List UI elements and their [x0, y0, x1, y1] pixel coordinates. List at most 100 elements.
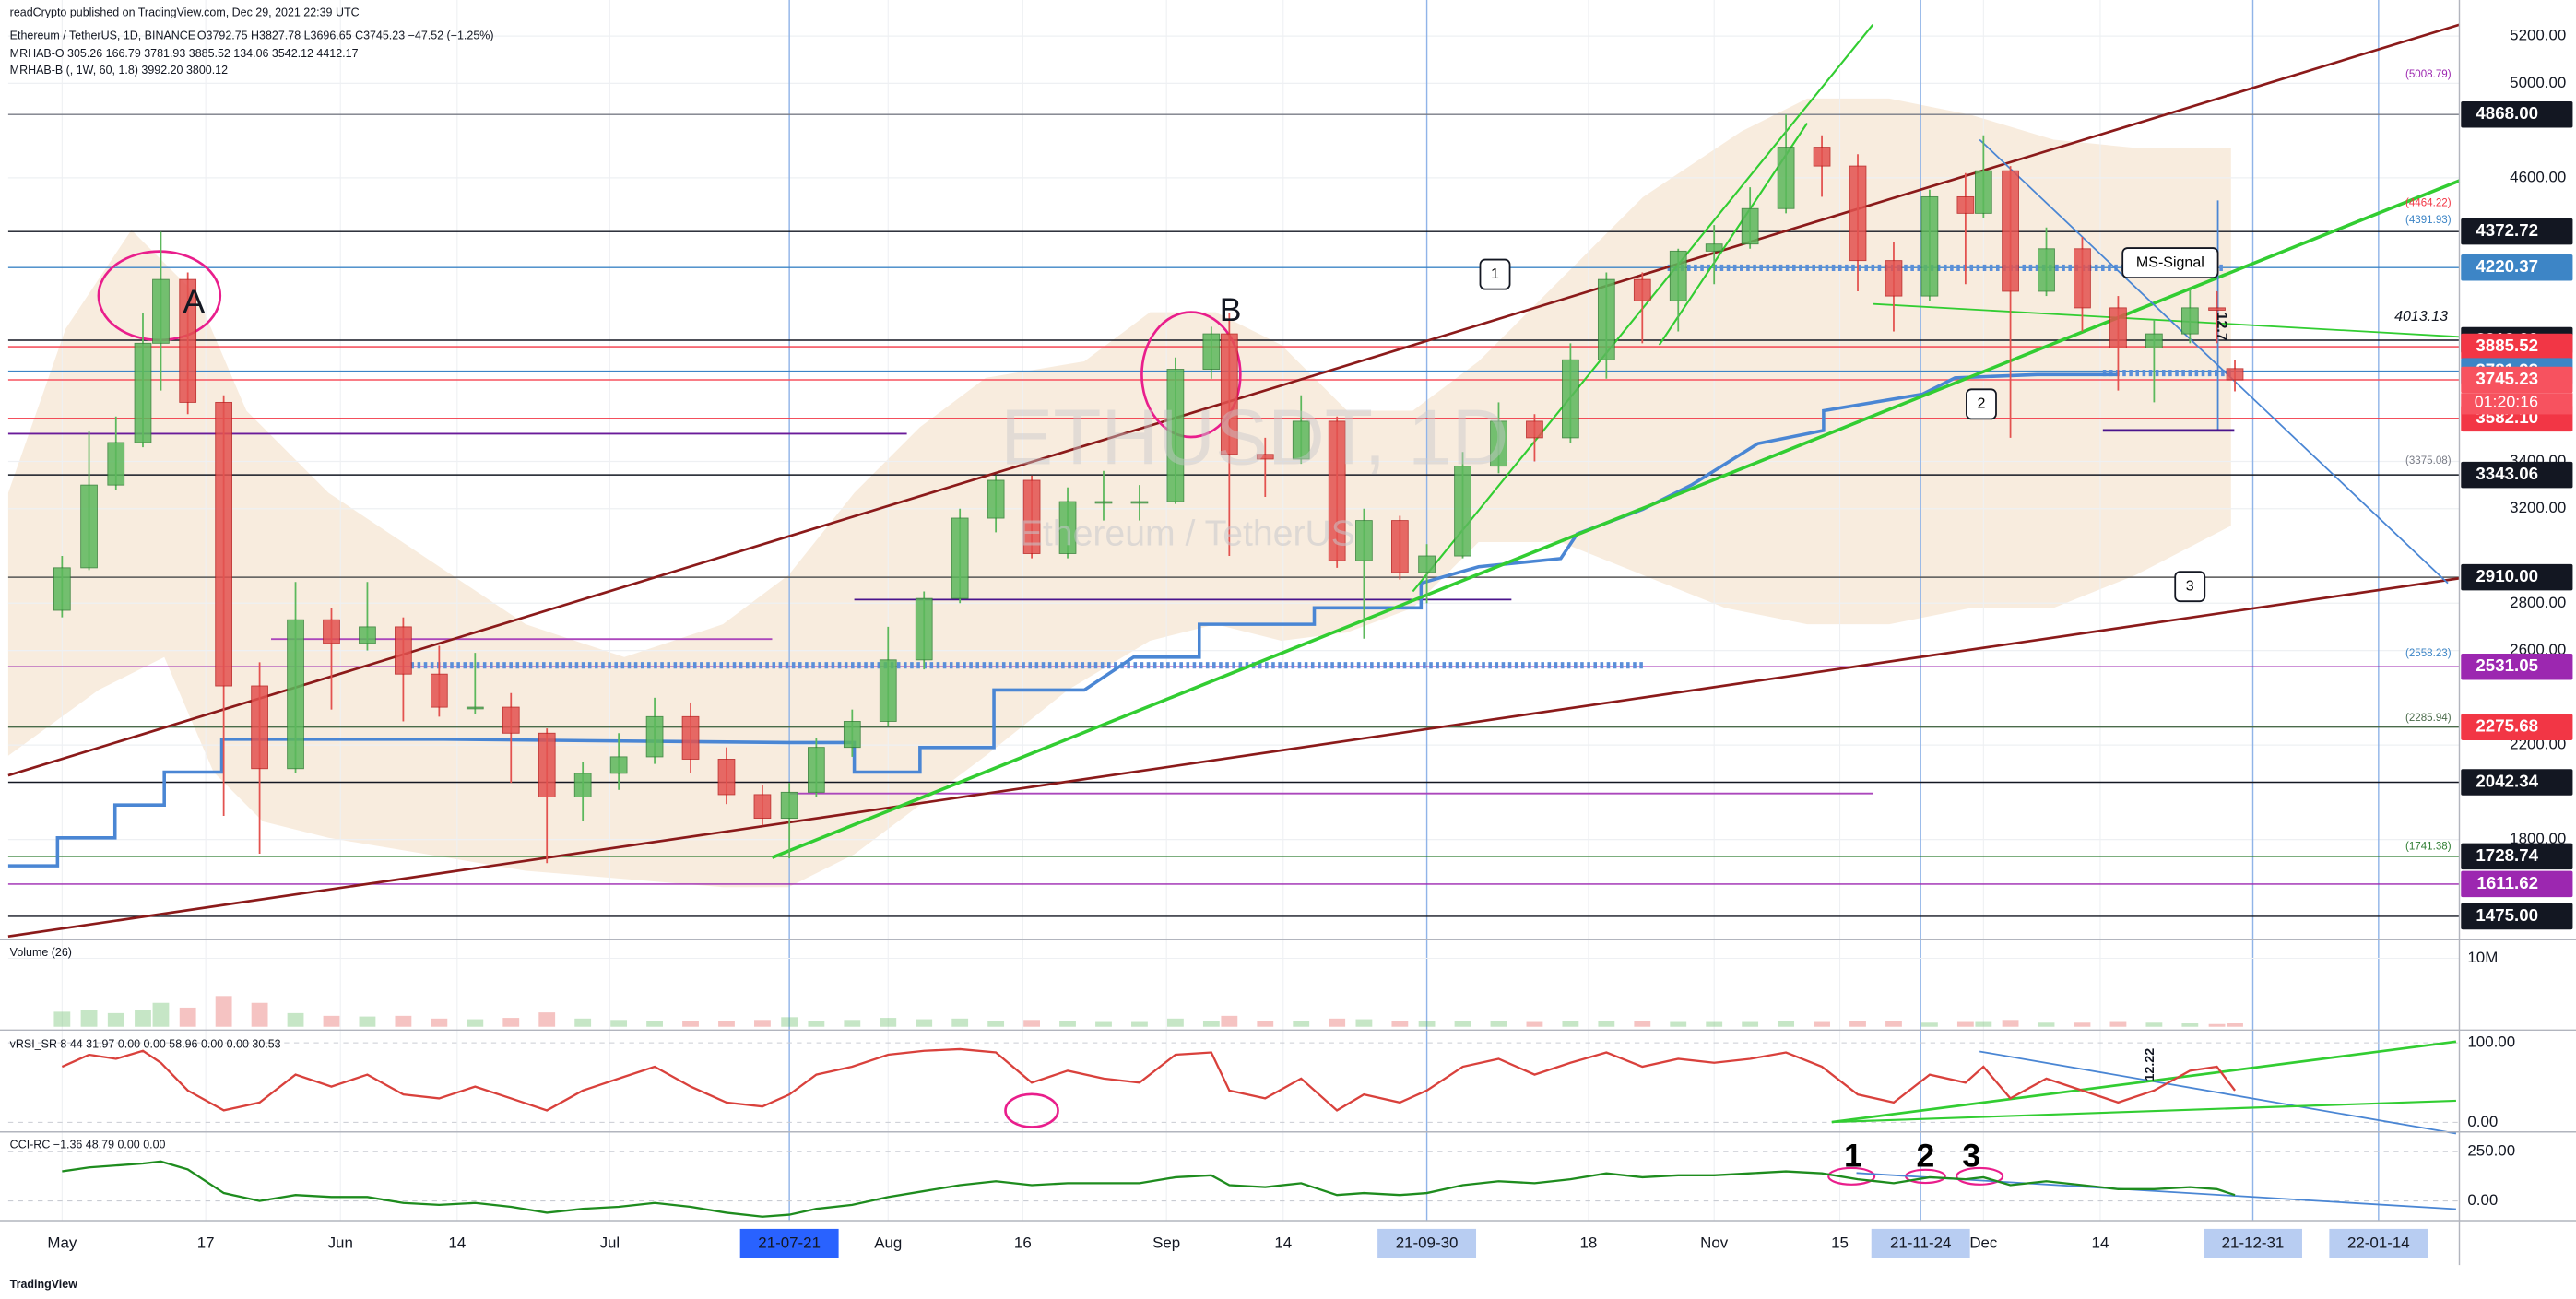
x-tick-label: 14 — [448, 1234, 466, 1251]
drawings — [7, 23, 2461, 1210]
candle-body — [1777, 147, 1795, 209]
x-tick-label: Jul — [600, 1234, 620, 1251]
candle-body — [1166, 369, 1185, 502]
x-tick-label: 14 — [1274, 1234, 1292, 1251]
candle-body — [53, 567, 71, 611]
cci-mark: 1 — [1844, 1138, 1862, 1175]
step-line — [7, 372, 2120, 868]
y-tick-label: 100.00 — [2467, 1033, 2515, 1051]
candle-body — [80, 484, 98, 569]
countdown-box — [2461, 393, 2573, 415]
x-tick-label: 21-07-21 — [758, 1234, 821, 1251]
label-b: B — [1220, 291, 1242, 328]
volume-bar — [467, 1019, 484, 1027]
candle-body — [1256, 454, 1274, 460]
candle-body — [1355, 520, 1373, 561]
volume-bar — [1778, 1021, 1795, 1027]
volume-bar — [2208, 1023, 2226, 1027]
label-a: A — [183, 283, 205, 320]
volume-bar — [1202, 1021, 1220, 1027]
x-tick-label: 14 — [2092, 1234, 2109, 1251]
volume-bar — [987, 1021, 1005, 1027]
volume-bar — [287, 1012, 304, 1027]
volume-bar — [781, 1017, 798, 1027]
y-tick-label: 3200.00 — [2510, 499, 2566, 516]
volume-bar — [1131, 1021, 1148, 1027]
volume-bar — [1562, 1021, 1579, 1027]
level-note: (3375.08) — [2405, 455, 2452, 466]
volume-bar — [431, 1018, 448, 1027]
volume-bar — [215, 996, 232, 1027]
price-note: 4013.13 — [2394, 308, 2448, 325]
highlight-ellipse — [1956, 1166, 2004, 1186]
candle-body — [573, 773, 592, 797]
panel-title: vRSI_SR 8 44 31.97 0.00 0.00 58.96 0.00 … — [10, 1038, 281, 1051]
volume-bar — [718, 1021, 735, 1027]
volume-bar — [1634, 1021, 1651, 1027]
candle-body — [1418, 555, 1436, 573]
y-tick-label: 5000.00 — [2510, 74, 2566, 91]
trend-line — [7, 576, 2460, 939]
volume-bar — [135, 1010, 151, 1027]
volume-bar — [646, 1021, 663, 1027]
x-tick-label: Dec — [1969, 1234, 1997, 1251]
candle-body — [1633, 278, 1651, 301]
volume-bar — [754, 1020, 771, 1027]
watermark: ETHUSDT, 1D — [1000, 395, 1508, 482]
candle-body — [1220, 333, 1238, 455]
panel-title: CCI-RC −1.36 48.79 0.00 0.00 — [10, 1138, 166, 1151]
y-tick-label: 5200.00 — [2510, 27, 2566, 44]
level-label: 4868.00 — [2476, 103, 2538, 123]
callout-box — [2174, 571, 2206, 603]
volume-bar — [880, 1018, 897, 1027]
volume-bar — [538, 1012, 556, 1027]
x-marker — [1871, 1228, 1970, 1258]
candle-body — [780, 791, 798, 820]
candle-body — [1391, 520, 1409, 573]
volume-bar — [179, 1007, 196, 1027]
volume-bar — [395, 1015, 412, 1027]
volume-bar — [610, 1020, 628, 1027]
volume-bar — [916, 1019, 933, 1027]
level-label: 2042.34 — [2476, 771, 2538, 790]
candle-body — [2208, 307, 2226, 311]
candle-body — [915, 597, 933, 661]
trend-line — [1831, 1040, 2457, 1124]
level-box — [2461, 714, 2573, 740]
highlight-ellipse — [1827, 1166, 1876, 1186]
candle-body — [1974, 170, 1992, 214]
x-marker — [1377, 1228, 1477, 1258]
level-box — [2461, 461, 2573, 489]
level-box — [2461, 563, 2573, 591]
volume-bar — [574, 1018, 592, 1027]
level-box — [2461, 843, 2573, 870]
highlight-ellipse — [1004, 1092, 1059, 1128]
level-label: 1475.00 — [2476, 905, 2538, 925]
indicator: MRHAB-O 305.26 166.79 3781.93 3885.52 13… — [10, 47, 359, 60]
level-label: 2910.00 — [2476, 566, 2538, 585]
candle-body — [2180, 307, 2199, 335]
x-tick-label: May — [47, 1234, 77, 1251]
volume-bar — [1391, 1021, 1409, 1027]
callout-box — [1966, 388, 1997, 420]
axis-layer: 5200.005000.004600.003400.003200.002800.… — [47, 27, 2573, 1258]
frames — [0, 0, 2576, 1266]
rsi-note: 12.22 — [2143, 1048, 2157, 1081]
volume-bar — [1023, 1020, 1040, 1027]
logo: TradingView — [10, 1278, 78, 1291]
level-box — [2461, 254, 2573, 281]
symbol: Ethereum / TetherUS, 1D, BINANCE — [10, 29, 195, 41]
volume-bar — [251, 1002, 268, 1027]
candle-body — [107, 442, 125, 486]
volume-bar — [1921, 1022, 1938, 1027]
candle-body — [395, 626, 412, 675]
candle-body — [987, 479, 1005, 519]
volume-bar — [502, 1018, 520, 1027]
volume-bar — [1059, 1021, 1076, 1027]
x-tick-label: 18 — [1579, 1234, 1597, 1251]
callout-label: 1 — [1491, 266, 1499, 282]
level-box — [2461, 653, 2573, 680]
y-tick-label: 2800.00 — [2510, 594, 2566, 611]
range-note: 12.7 — [2214, 313, 2230, 341]
